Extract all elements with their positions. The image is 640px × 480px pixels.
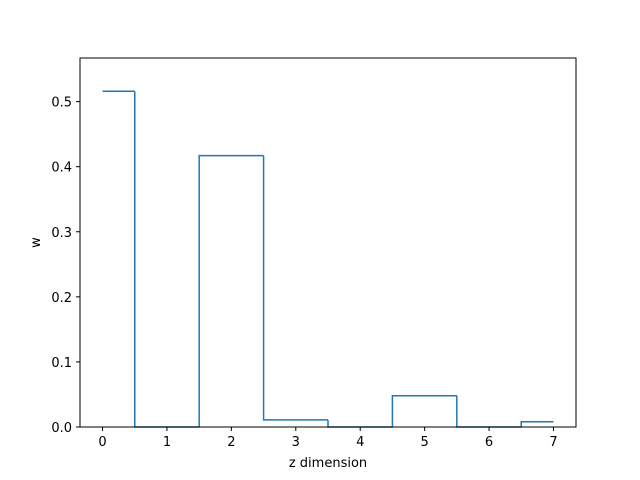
step-segment-2 bbox=[198, 154, 264, 427]
x-tick-label-1: 1 bbox=[163, 435, 171, 450]
x-axis: 0 1 2 3 4 5 6 7 bbox=[98, 427, 558, 450]
x-tick-label-6: 6 bbox=[485, 435, 493, 450]
y-tick-label-1: 0.1 bbox=[51, 356, 72, 371]
x-tick-label-5: 5 bbox=[420, 435, 428, 450]
x-tick-label-4: 4 bbox=[356, 435, 364, 450]
axes-frame bbox=[79, 57, 577, 428]
x-tick-label-3: 3 bbox=[292, 435, 300, 450]
step-segment-3 bbox=[262, 155, 328, 421]
y-tick-label-3: 0.3 bbox=[51, 226, 72, 241]
x-tick-label-7: 7 bbox=[549, 435, 557, 450]
step-segment-7 bbox=[520, 421, 554, 427]
y-tick-label-4: 0.4 bbox=[51, 161, 72, 176]
y-tick-label-2: 0.2 bbox=[51, 291, 72, 306]
y-tick-label-0: 0.0 bbox=[51, 421, 72, 436]
y-axis: 0.0 0.1 0.2 0.3 0.4 0.5 bbox=[51, 96, 80, 436]
x-axis-label: z dimension bbox=[289, 456, 367, 471]
y-axis-label: w bbox=[29, 237, 44, 248]
x-tick-label-0: 0 bbox=[98, 435, 106, 450]
y-tick-label-5: 0.5 bbox=[51, 96, 72, 111]
x-tick-label-2: 2 bbox=[227, 435, 235, 450]
step-segment-5 bbox=[391, 395, 457, 427]
